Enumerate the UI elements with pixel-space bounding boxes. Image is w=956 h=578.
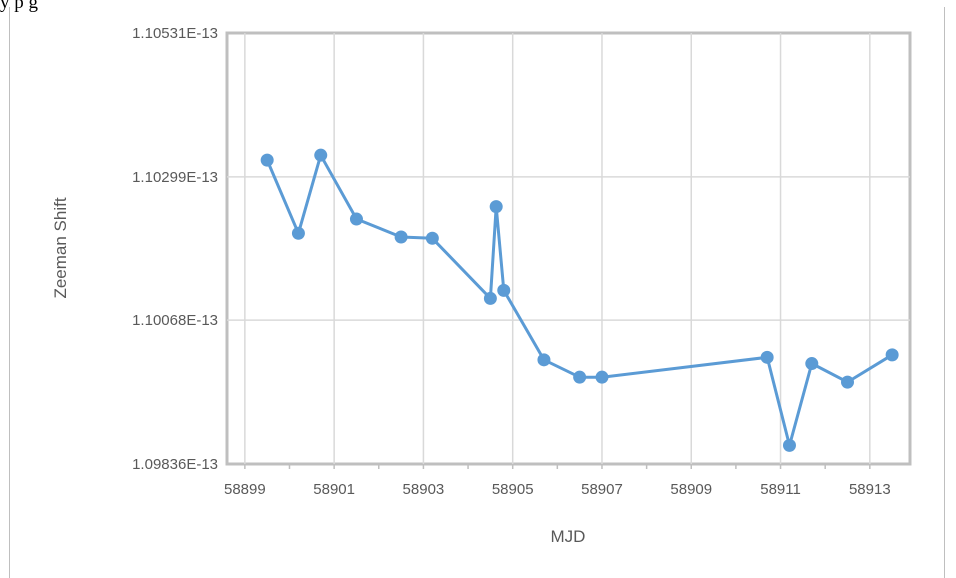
plot-area bbox=[225, 31, 912, 466]
x-axis-title: MJD bbox=[551, 527, 586, 546]
data-point bbox=[841, 375, 855, 389]
data-point bbox=[291, 226, 305, 240]
y-tick-label: 1.10531E-13 bbox=[132, 25, 218, 42]
x-tick-label: 58911 bbox=[760, 481, 801, 498]
x-tick-label: 58907 bbox=[581, 481, 623, 498]
data-point bbox=[489, 200, 503, 214]
data-point bbox=[314, 148, 328, 162]
data-point bbox=[782, 438, 796, 452]
axis-ticks: 58899 58901 58903 58905 58907 58909 58911 58913… bbox=[132, 25, 891, 498]
data-point bbox=[573, 370, 587, 384]
data-point bbox=[483, 291, 497, 305]
data-point bbox=[497, 283, 511, 297]
y-tick-label: 1.10068E-13 bbox=[132, 312, 218, 329]
data-points bbox=[260, 148, 899, 452]
x-tick-label: 58909 bbox=[670, 481, 712, 498]
y-tick-label: 1.09836E-13 bbox=[132, 456, 218, 473]
data-point bbox=[349, 212, 363, 226]
x-tick-label: 58899 bbox=[224, 481, 266, 498]
data-point bbox=[537, 353, 551, 367]
data-point bbox=[260, 153, 274, 167]
data-point bbox=[394, 230, 408, 244]
x-tick-label: 58903 bbox=[403, 481, 445, 498]
gridlines bbox=[227, 33, 910, 464]
data-point bbox=[595, 370, 609, 384]
data-point bbox=[805, 357, 819, 371]
x-tick-label: 58913 bbox=[849, 481, 891, 498]
data-point bbox=[885, 348, 899, 362]
x-tick-label: 58901 bbox=[313, 481, 355, 498]
chart-frame bbox=[9, 7, 945, 578]
data-point bbox=[760, 350, 774, 364]
x-tick-label: 58905 bbox=[492, 481, 534, 498]
y-tick-label: 1.10299E-13 bbox=[132, 169, 218, 186]
data-point bbox=[425, 231, 439, 245]
y-axis-title: Zeeman Shift bbox=[51, 197, 70, 298]
